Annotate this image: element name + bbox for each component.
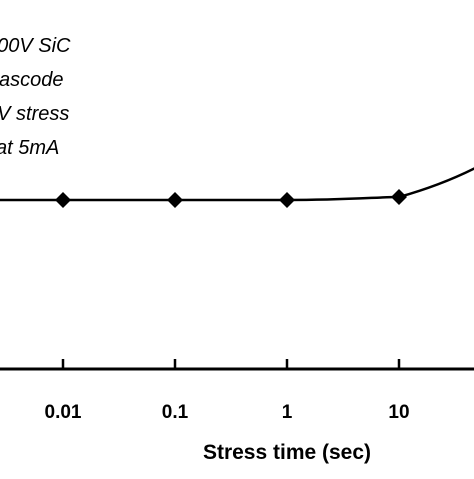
x-tick-label: 10 <box>388 402 409 423</box>
x-tick-label: 0.01 <box>45 402 82 423</box>
annotation-line-3: 5V stress <box>0 103 69 125</box>
x-tick-label: 0.1 <box>162 402 189 423</box>
x-axis-title: Stress time (sec) <box>203 441 371 464</box>
annotation-line-1: 200V SiC <box>0 35 71 57</box>
data-point-marker <box>279 192 295 208</box>
x-ticks-group: 0.01 0.1 1 10 <box>45 359 410 423</box>
annotation-line-2: cascode <box>0 69 64 91</box>
data-point-marker <box>391 189 407 205</box>
data-point-marker <box>55 192 71 208</box>
data-point-marker <box>167 192 183 208</box>
x-tick-label: 1 <box>282 402 293 423</box>
annotation-line-4: at 5mA <box>0 137 59 159</box>
annotation-group: 200V SiC cascode 5V stress at 5mA <box>0 35 71 159</box>
series-markers <box>55 189 407 208</box>
